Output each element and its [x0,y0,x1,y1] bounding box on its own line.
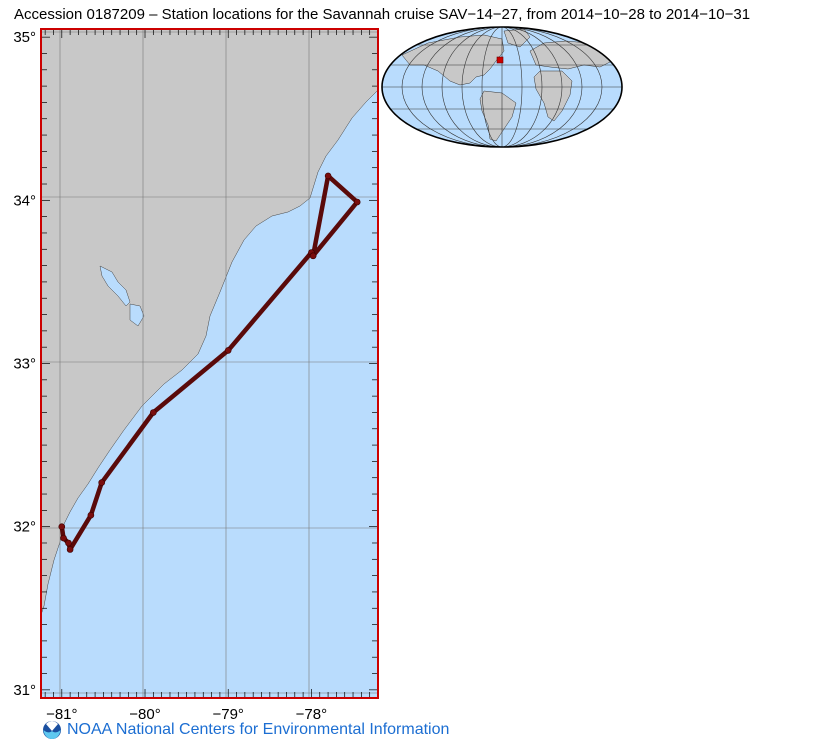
north-america-landmass [401,34,505,86]
lake-marion [99,265,131,307]
lat-tick-label: 35° [13,29,36,46]
globe-graticule [382,27,622,147]
lat-tick-label: 33° [13,356,36,373]
station-marker[interactable] [98,479,105,486]
lake-moultrie [129,303,145,327]
station-area-marker [496,56,504,64]
graticule [41,29,378,698]
africa-landmass [533,70,573,122]
lon-tick-label: −79° [212,706,243,723]
station-marker[interactable] [150,409,157,416]
lon-tick-label: −80° [129,706,160,723]
station-marker[interactable] [224,347,232,354]
inset-globe-map [381,26,623,148]
lat-tick-label: 31° [13,682,36,699]
map-title: Accession 0187209 – Station locations fo… [14,6,751,23]
noaa-logo-icon [43,721,61,739]
axis-tick-labels: −81° −80° −79° −78° 35° 34° 33° 32° 31° [13,29,327,723]
station-marker[interactable] [65,539,72,547]
station-marker[interactable] [58,523,66,531]
globe-outline [381,26,623,148]
footer: NOAA National Centers for Environmental … [42,719,449,741]
lat-tick-label: 32° [13,519,36,536]
footer-text: NOAA National Centers for Environmental … [67,721,450,738]
station-marker[interactable] [324,172,332,180]
station-marker[interactable] [66,546,74,553]
europe-landmass [529,40,613,70]
south-america-landmass [479,90,517,142]
greenland-landmass [503,28,531,48]
station-marker[interactable] [353,198,361,206]
map-frame [40,28,379,699]
lon-tick-label: −78° [296,706,327,723]
lat-tick-label: 34° [13,192,36,209]
station-markers [58,172,361,553]
lon-tick-label: −81° [46,706,77,723]
station-marker[interactable] [60,534,67,542]
station-marker[interactable] [309,252,317,260]
station-marker[interactable] [87,511,95,519]
